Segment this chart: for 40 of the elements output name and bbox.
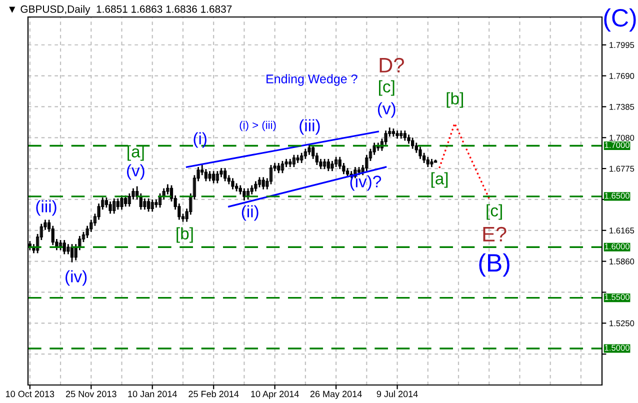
annotation: [b]: [446, 92, 463, 108]
annotation: (v): [378, 102, 396, 118]
annotation: D?: [380, 58, 404, 72]
annotation: (v): [127, 164, 144, 180]
annotation: [c]: [486, 204, 502, 220]
annotation: (i) > (iii): [240, 120, 276, 132]
annotation: (iii): [36, 200, 56, 216]
text: (C): [604, 8, 636, 32]
y-tick-label: 1.5250: [610, 320, 634, 326]
ref-line-label: 1.5000: [604, 344, 630, 351]
y-tick-label: 1.7995: [610, 42, 634, 48]
annotation: [c]: [379, 80, 394, 96]
annotation: (i): [194, 132, 206, 148]
ref-line-label: 1.5500: [604, 294, 630, 300]
ref-line-label: 1.6000: [604, 243, 630, 250]
y-tick-label: 1.6775: [610, 166, 634, 172]
ref-line-label: 1.7000: [604, 142, 630, 148]
y-tick-label: 1.5860: [610, 258, 634, 264]
x-tick-label: 25 Nov 2013: [66, 390, 116, 398]
x-tick-label: 10 Apr 2014: [251, 390, 299, 399]
annotation: (iv)?: [350, 175, 382, 191]
ref-line-label: 1.6500: [604, 192, 630, 199]
annotation: (B): [479, 253, 510, 277]
x-tick-label: 9 Jul 2014: [376, 390, 418, 398]
annotation: (iv): [66, 270, 87, 286]
y-tick-label: 1.7080: [610, 134, 634, 141]
y-tick-label: 1.7690: [610, 73, 634, 79]
annotation: Ending Wedge ?: [266, 74, 358, 86]
x-tick-label: 26 May 2014: [310, 390, 362, 399]
x-tick-label: 25 Feb 2014: [188, 390, 239, 398]
annotation: (ii): [242, 205, 258, 221]
annotation: (iii): [300, 119, 320, 135]
y-tick-label: 1.6165: [610, 228, 634, 234]
annotation: [a]: [431, 172, 448, 188]
annotation: [b]: [176, 227, 193, 243]
x-tick-label: 10 Jan 2014: [128, 390, 177, 398]
y-tick-label: 1.7385: [610, 104, 634, 110]
x-tick-label: 10 Oct 2013: [6, 390, 54, 398]
chart-title: ▼ GBPUSD,Daily 1.6851 1.6863 1.6836 1.6837: [9, 5, 232, 15]
annotation: E?: [483, 226, 506, 242]
